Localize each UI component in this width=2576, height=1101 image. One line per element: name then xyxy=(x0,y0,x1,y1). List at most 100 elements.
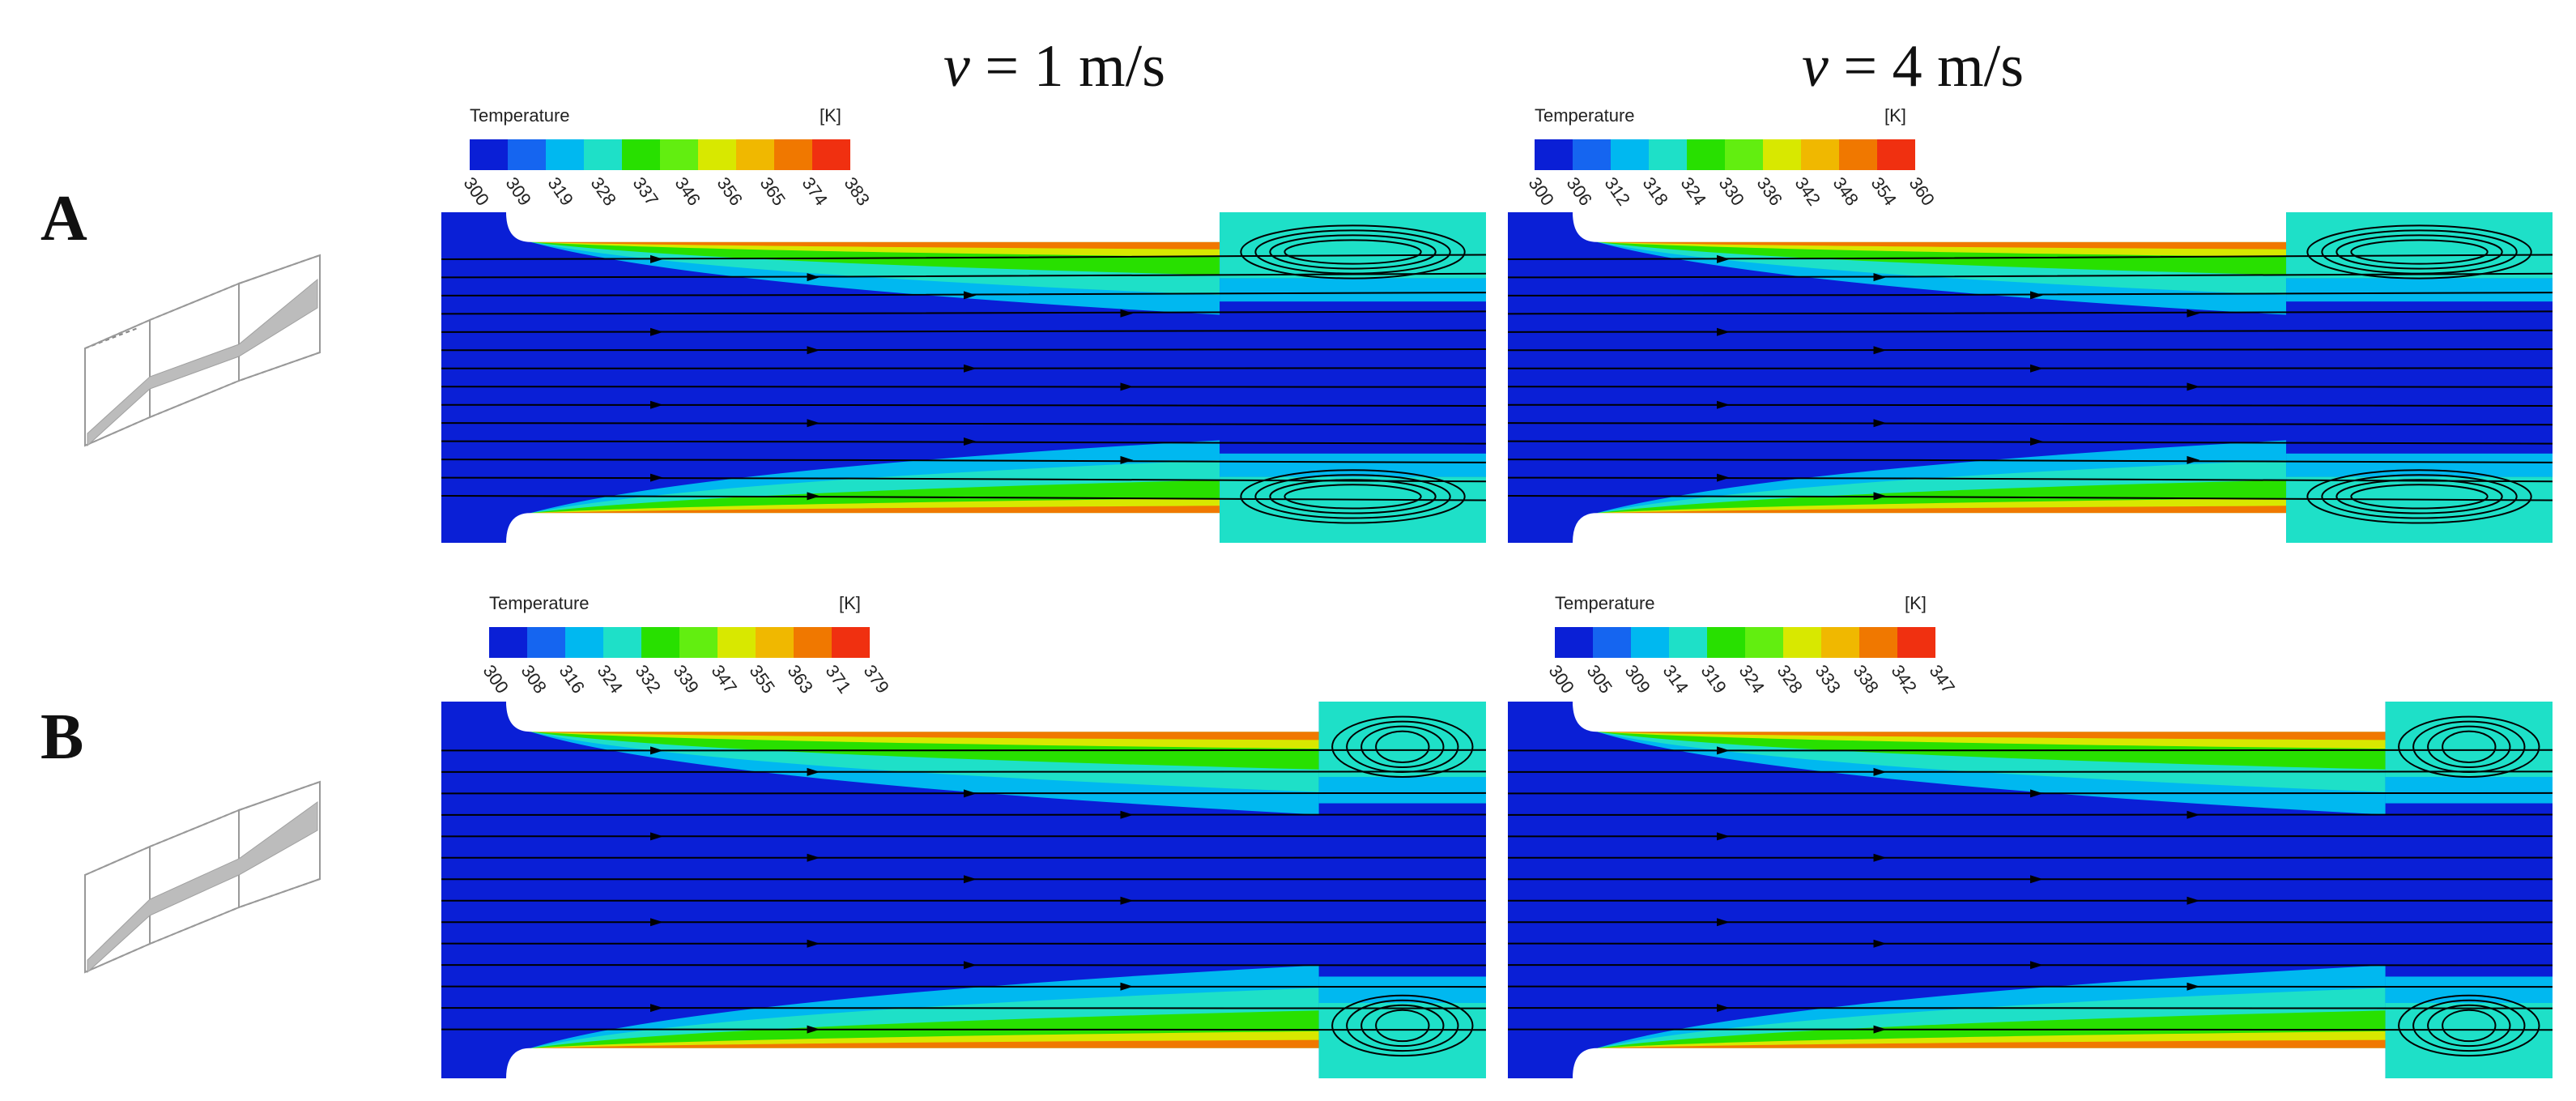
vortex-streamline xyxy=(2306,469,2532,524)
contour-panel-b1 xyxy=(441,702,1486,1078)
colorbar-segment xyxy=(832,627,870,658)
colorbar-segment xyxy=(1687,139,1725,170)
legend-tick-label: 333 xyxy=(1811,661,1846,698)
colorbar-segment xyxy=(527,627,565,658)
streamline xyxy=(1508,422,2553,426)
vortex-streamline xyxy=(1284,239,1422,265)
streamline xyxy=(1508,272,2553,279)
streamline-arrow xyxy=(1717,1004,1730,1013)
recirculation-zone xyxy=(2286,476,2553,543)
recirculation-zone xyxy=(1220,476,1486,543)
colorbar-segment xyxy=(660,139,698,170)
legend-tick-label: 314 xyxy=(1658,661,1693,698)
vortex-streamline xyxy=(1284,484,1422,510)
recirculation-zone xyxy=(1318,976,1486,1003)
streamline xyxy=(1508,329,2553,333)
legend-tick-label: 336 xyxy=(1752,173,1787,210)
legend-tick-label: 309 xyxy=(1620,661,1655,698)
streamline xyxy=(1508,440,2553,445)
wall-fillet xyxy=(506,212,530,242)
streamline-arrow xyxy=(2186,982,2200,991)
colorbar-segment xyxy=(1783,627,1821,658)
thermal-boundary-layer xyxy=(530,241,1220,250)
legend-tick-label: 305 xyxy=(1582,661,1617,698)
legend-tick-label: 379 xyxy=(859,661,894,698)
vortex-streamline xyxy=(2442,1009,2497,1043)
recirculation-zone xyxy=(1220,278,1486,302)
vortex-streamline xyxy=(2335,234,2503,270)
streamline-arrow xyxy=(807,419,820,428)
legend-tick-label: 363 xyxy=(783,661,818,698)
streamline-arrow xyxy=(964,364,977,373)
streamline-arrow xyxy=(1717,400,1730,409)
colorbar-segment xyxy=(1649,139,1687,170)
geometry-schematic-a xyxy=(84,254,321,447)
colorbar-segment xyxy=(1745,627,1783,658)
streamlines xyxy=(441,715,1486,1057)
vortex-streamline xyxy=(1254,229,1451,275)
colorbar-segment xyxy=(622,139,660,170)
streamline xyxy=(441,1007,1486,1009)
streamline-arrow xyxy=(1717,746,1730,755)
colorbar-segment xyxy=(1801,139,1839,170)
legend-tick-label: 312 xyxy=(1600,173,1635,210)
streamline xyxy=(1508,403,2553,407)
streamline xyxy=(1508,770,2553,773)
streamlines xyxy=(441,224,1486,524)
vortex-streamline xyxy=(1375,1009,1430,1043)
streamline-arrow xyxy=(2186,896,2200,905)
wall-fillet xyxy=(506,1048,530,1078)
vortex-streamline xyxy=(2398,994,2540,1057)
streamline-arrow xyxy=(650,918,663,927)
vortex-streamline xyxy=(2398,715,2540,778)
streamline xyxy=(441,292,1486,297)
streamline-arrow xyxy=(2030,291,2043,300)
legend-tick-label: 365 xyxy=(756,173,790,210)
colorbar-segment xyxy=(470,139,508,170)
vortex-streamline xyxy=(2442,730,2497,763)
colorbar-segment xyxy=(1535,139,1573,170)
thermal-boundary-layer xyxy=(1597,1039,2386,1048)
streamline xyxy=(1508,749,2553,752)
wall-fillet xyxy=(506,513,530,543)
vortex-streamline xyxy=(2335,479,2503,514)
streamline xyxy=(441,329,1486,333)
streamline xyxy=(1508,1007,2553,1009)
recirculation-zone xyxy=(1318,777,1486,804)
vortex-streamline xyxy=(2350,484,2489,510)
streamline-arrow xyxy=(1717,918,1730,927)
streamline xyxy=(441,272,1486,279)
streamline xyxy=(1508,310,2553,315)
legend-title: Temperature xyxy=(1535,105,1635,126)
colorbar-segment xyxy=(641,627,679,658)
streamline-arrow xyxy=(807,939,820,948)
contour-panel-a1 xyxy=(441,212,1486,543)
streamline-arrow xyxy=(964,875,977,884)
legend-unit: [K] xyxy=(1905,593,1927,613)
recirculation-zone xyxy=(2286,453,2553,477)
streamline-arrow xyxy=(650,254,663,263)
geometry-schematic-b xyxy=(84,780,321,974)
streamline xyxy=(1508,459,2553,463)
legend-tick-label: 342 xyxy=(1790,173,1825,210)
streamline-arrow xyxy=(650,473,663,482)
streamline-arrow xyxy=(1717,254,1730,263)
streamline-arrow xyxy=(650,327,663,336)
recirculation-zone xyxy=(2385,777,2553,804)
streamline-arrow xyxy=(1717,473,1730,482)
colorbar-segment xyxy=(1725,139,1763,170)
streamline xyxy=(441,495,1486,501)
legend-colorbar xyxy=(489,627,870,658)
streamline-arrow xyxy=(650,832,663,841)
vortex-streamline xyxy=(2412,999,2526,1052)
legend-tick-label: 324 xyxy=(1676,173,1711,210)
thermal-boundary-layer xyxy=(530,506,1220,514)
legend-tick-label: 308 xyxy=(517,661,551,698)
vortex-streamline xyxy=(1331,715,1474,778)
colorbar-segment xyxy=(1611,139,1649,170)
streamline-arrow xyxy=(964,961,977,970)
recirculation-zone xyxy=(1318,702,1486,777)
recirculation-zone xyxy=(2385,702,2553,777)
legend-tick-label: 300 xyxy=(459,173,494,210)
legend-tick-label: 383 xyxy=(840,173,875,210)
